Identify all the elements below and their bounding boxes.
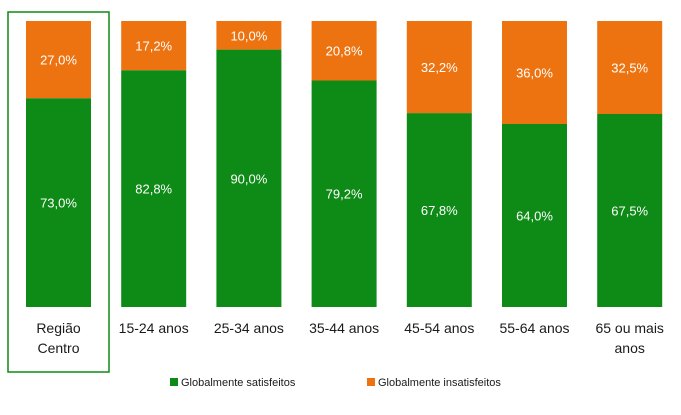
bar-insatisfeitos-25-34-anos — [216, 21, 282, 50]
bar-insatisfeitos-35-44-anos — [311, 21, 377, 81]
highlight-box-regiao-centro — [7, 11, 110, 373]
legend-swatch-satisfeitos — [170, 378, 178, 386]
legend-label-insatisfeitos: Globalmente insatisfeitos — [378, 377, 501, 389]
data-label-insatisfeitos-regi-o-centro: 27,0% — [40, 53, 77, 68]
bar-satisfeitos-55-64-anos — [502, 124, 567, 307]
category-label-35-44-anos: 35-44 anos — [309, 320, 379, 336]
bar-satisfeitos-25-34-anos — [216, 49, 282, 307]
data-label-satisfeitos-25-34-anos: 90,0% — [230, 171, 267, 186]
legend-label-satisfeitos: Globalmente satisfeitos — [181, 377, 296, 389]
category-label-regi-o-centro-line-2: Centro — [37, 340, 79, 356]
category-label-regi-o-centro-line-1: Região — [36, 320, 81, 336]
category-label-55-64-anos: 55-64 anos — [499, 320, 569, 336]
bar-satisfeitos-regi-o-centro — [26, 98, 91, 307]
data-label-satisfeitos-45-54-anos: 67,8% — [421, 203, 458, 218]
legend: Globalmente satisfeitos Globalmente insa… — [170, 377, 501, 389]
bar-satisfeitos-65-ou-mais-anos — [597, 113, 663, 308]
data-label-insatisfeitos-25-34-anos: 10,0% — [230, 28, 267, 43]
data-label-satisfeitos-regi-o-centro: 73,0% — [40, 196, 77, 211]
category-label-45-54-anos: 45-54 anos — [404, 320, 474, 336]
category-label-15-24-anos: 15-24 anos — [119, 320, 189, 336]
bar-satisfeitos-15-24-anos — [121, 70, 187, 307]
data-label-satisfeitos-15-24-anos: 82,8% — [135, 182, 172, 197]
data-label-insatisfeitos-45-54-anos: 32,2% — [421, 60, 458, 75]
data-label-satisfeitos-65-ou-mais-anos: 67,5% — [611, 204, 648, 219]
data-label-insatisfeitos-35-44-anos: 20,8% — [326, 44, 363, 59]
bar-insatisfeitos-45-54-anos — [406, 21, 472, 114]
category-label-65-ou-mais-anos-line-2: anos — [615, 340, 645, 356]
data-label-insatisfeitos-15-24-anos: 17,2% — [135, 39, 172, 54]
bar-insatisfeitos-regi-o-centro — [26, 21, 91, 99]
data-label-insatisfeitos-55-64-anos: 36,0% — [516, 66, 553, 81]
bar-insatisfeitos-15-24-anos — [121, 21, 187, 71]
category-label-65-ou-mais-anos-line-1: 65 ou mais — [595, 320, 663, 336]
data-label-satisfeitos-55-64-anos: 64,0% — [516, 209, 553, 224]
bar-satisfeitos-45-54-anos — [406, 113, 472, 307]
category-label-25-34-anos: 25-34 anos — [214, 320, 284, 336]
data-label-insatisfeitos-65-ou-mais-anos: 32,5% — [611, 61, 648, 76]
legend-swatch-insatisfeitos — [367, 378, 375, 386]
bar-satisfeitos-35-44-anos — [311, 80, 377, 307]
data-label-satisfeitos-35-44-anos: 79,2% — [326, 187, 363, 202]
bar-insatisfeitos-65-ou-mais-anos — [597, 21, 663, 114]
bar-insatisfeitos-55-64-anos — [502, 21, 567, 124]
